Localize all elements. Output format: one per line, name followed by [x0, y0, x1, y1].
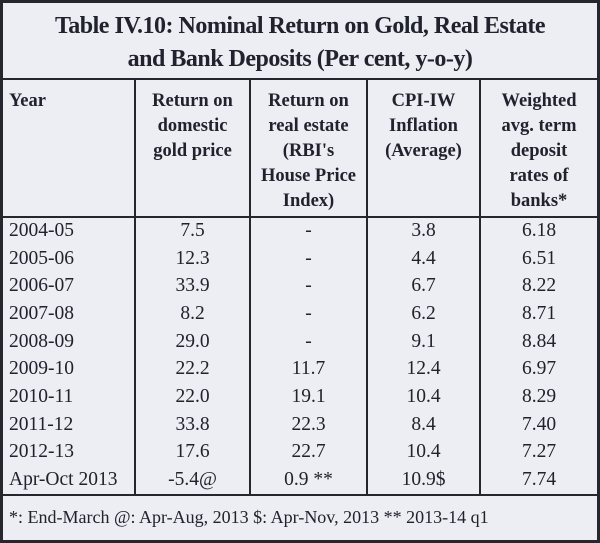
cell-year: 2007-08 [9, 302, 74, 324]
cell-real_estate: - [249, 272, 367, 301]
cell-cpi: 10.4 [366, 383, 480, 411]
col-header-gold-return: Return on domestic gold price [134, 80, 250, 218]
cell-gold: 12.3 [134, 244, 250, 273]
cell-gold: 8.2 [134, 300, 250, 328]
cell-deposit: 8.29 [479, 383, 597, 411]
table-row: 2009-10 22.2 11.7 12.4 6.97 [3, 355, 597, 384]
cell-real_estate: 19.1 [249, 383, 367, 411]
cell-cpi: 10.4 [366, 438, 480, 467]
cell-real_estate: 11.7 [249, 355, 367, 384]
cell-real_estate: - [249, 217, 367, 245]
cell-year: 2006-07 [9, 275, 74, 297]
cell-real_estate: 22.3 [249, 410, 367, 439]
cell-year: 2012-13 [9, 441, 74, 463]
table-title: Table IV.10: Nominal Return on Gold, Rea… [3, 3, 597, 80]
cell-real_estate: - [249, 300, 367, 328]
cell-real_estate: 0.9 ** [249, 466, 367, 494]
cell-gold: 22.0 [134, 383, 250, 411]
cell-cpi: 6.7 [366, 272, 480, 301]
table-row: 2008-09 29.0-9.1 8.84 [3, 327, 597, 356]
cell-gold: 7.5 [134, 217, 250, 245]
table-row: 2011-12 33.8 22.3 8.4 7.40 [3, 410, 597, 439]
data-table: Year Return on domestic gold price Retur… [3, 80, 597, 494]
col-header-deposit-rates: Weighted avg. term deposit rates of bank… [479, 80, 597, 218]
cell-deposit: 8.84 [479, 327, 597, 356]
cell-cpi: 3.8 [366, 217, 480, 245]
table-body: 2004-05 7.5-3.8 6.18 2005-06 12.3-4.4 6.51 200… [3, 217, 597, 494]
col-header-real-estate-return: Return on real estate (RBI's House Price… [249, 80, 367, 218]
cell-gold: 22.2 [134, 355, 250, 384]
cell-real_estate: - [249, 244, 367, 273]
table-title-line-2: and Bank Deposits (Per cent, y-o-y) [127, 46, 473, 72]
cell-year: 2004-05 [9, 220, 74, 242]
cell-cpi: 12.4 [366, 355, 480, 384]
cell-real_estate: 22.7 [249, 438, 367, 467]
header-row: Year Return on domestic gold price Retur… [3, 80, 597, 218]
table-footnote: *: End-March @: Apr-Aug, 2013 $: Apr-Nov… [3, 493, 597, 538]
cell-gold: 29.0 [134, 327, 250, 356]
cell-gold: -5.4@ [134, 466, 250, 494]
cell-deposit: 8.22 [479, 272, 597, 301]
cell-real_estate: - [249, 327, 367, 356]
cell-deposit: 6.97 [479, 355, 597, 384]
cell-gold: 17.6 [134, 438, 250, 467]
table-row: 2007-08 8.2-6.2 8.71 [3, 300, 597, 328]
cell-gold: 33.8 [134, 410, 250, 439]
cell-cpi: 9.1 [366, 327, 480, 356]
cell-cpi: 4.4 [366, 244, 480, 273]
table-row: 2006-07 33.9-6.7 8.22 [3, 272, 597, 301]
cell-year: 2010-11 [9, 385, 74, 407]
cell-cpi: 10.9$ [366, 466, 480, 494]
cell-year: 2008-09 [9, 330, 74, 352]
col-header-year: Year [3, 80, 135, 218]
cell-gold: 33.9 [134, 272, 250, 301]
cell-year: 2009-10 [9, 358, 74, 380]
cell-year: 2005-06 [9, 247, 74, 269]
table-row: 2004-05 7.5-3.8 6.18 [3, 217, 597, 245]
cell-year: Apr-Oct 2013 [9, 469, 118, 491]
table-row: 2012-13 17.6 22.7 10.4 7.27 [3, 438, 597, 467]
cell-deposit: 7.40 [479, 410, 597, 439]
cell-cpi: 8.4 [366, 410, 480, 439]
cell-deposit: 7.27 [479, 438, 597, 467]
table-row: 2010-11 22.0 19.1 10.4 8.29 [3, 383, 597, 411]
cell-cpi: 6.2 [366, 300, 480, 328]
cell-year: 2011-12 [9, 413, 74, 435]
table-title-line-1: Table IV.10: Nominal Return on Gold, Rea… [54, 13, 546, 39]
cell-deposit: 8.71 [479, 300, 597, 328]
cell-deposit: 7.74 [479, 466, 597, 494]
cell-deposit: 6.51 [479, 244, 597, 273]
table-row: Apr-Oct 2013 -5.4@ 0.9 ** 10.9$ 7.74 [3, 466, 597, 494]
col-header-cpi-inflation: CPI-IW Inflation (Average) [366, 80, 480, 218]
table-row: 2005-06 12.3-4.4 6.51 [3, 244, 597, 273]
cell-deposit: 6.18 [479, 217, 597, 245]
